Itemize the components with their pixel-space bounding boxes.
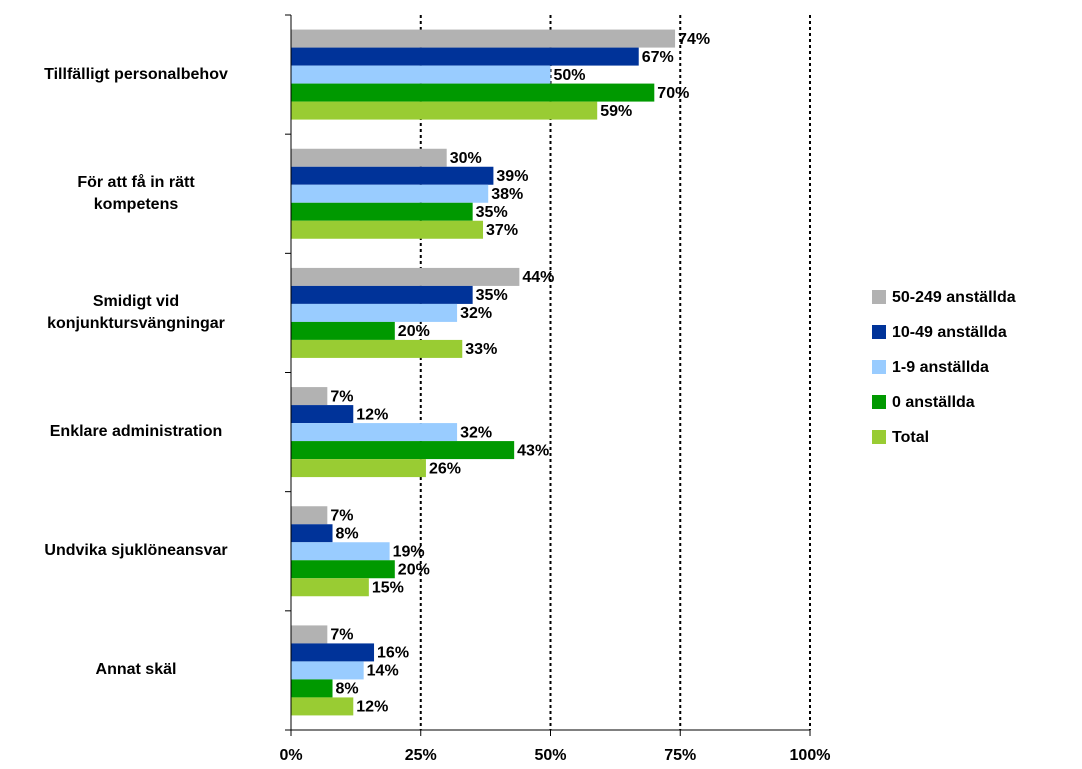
legend-swatch <box>872 325 886 339</box>
value-label: 14% <box>367 663 399 680</box>
x-tick-label: 75% <box>664 747 696 764</box>
bar <box>291 697 354 716</box>
bar <box>291 303 458 322</box>
bar <box>291 405 354 424</box>
value-label: 39% <box>496 168 528 185</box>
bar <box>291 423 458 442</box>
x-tick-label: 0% <box>279 747 302 764</box>
bar <box>291 661 364 680</box>
bar <box>291 184 489 203</box>
legend-swatch <box>872 290 886 304</box>
bar <box>291 339 463 358</box>
value-label: 20% <box>398 323 430 340</box>
legend-label: Total <box>892 429 929 446</box>
value-label: 30% <box>450 150 482 167</box>
bar <box>291 625 328 644</box>
bar <box>291 459 426 478</box>
bar <box>291 65 551 84</box>
bar <box>291 101 598 120</box>
bar <box>291 47 639 66</box>
value-label: 12% <box>356 699 388 716</box>
value-label: 32% <box>460 424 492 441</box>
value-label: 19% <box>393 543 425 560</box>
value-label: 8% <box>336 681 359 698</box>
bar <box>291 285 473 304</box>
value-label: 44% <box>522 269 554 286</box>
y-tick-label: Undvika sjuklöneansvar <box>44 542 228 560</box>
y-tick-label: För att få in rätt kompetens <box>77 173 195 213</box>
value-label: 59% <box>600 103 632 120</box>
value-label: 35% <box>476 204 508 221</box>
bar <box>291 542 390 561</box>
bar <box>291 29 676 48</box>
value-label: 26% <box>429 460 461 477</box>
y-tick-label: Annat skäl <box>95 661 177 679</box>
bar <box>291 148 447 167</box>
value-label: 43% <box>517 442 549 459</box>
legend-swatch <box>872 360 886 374</box>
value-label: 33% <box>465 341 497 358</box>
legend-label: 0 anställda <box>892 394 975 411</box>
x-tick-label: 25% <box>405 747 437 764</box>
value-label: 20% <box>398 561 430 578</box>
bar <box>291 387 328 406</box>
bar <box>291 83 655 102</box>
value-label: 7% <box>330 388 353 405</box>
x-tick-label: 100% <box>790 747 831 764</box>
value-label: 7% <box>330 507 353 524</box>
value-label: 74% <box>678 31 710 48</box>
bar <box>291 643 375 662</box>
legend-label: 50-249 anställda <box>892 289 1016 306</box>
value-label: 50% <box>554 67 586 84</box>
legend-swatch <box>872 430 886 444</box>
value-label: 38% <box>491 186 523 203</box>
x-tick-label: 50% <box>534 747 566 764</box>
bar <box>291 578 369 597</box>
value-label: 35% <box>476 287 508 304</box>
legend-label: 10-49 anställda <box>892 324 1007 341</box>
y-tick-label: Smidigt vid konjunktursvängningar <box>47 292 225 332</box>
bar <box>291 220 484 239</box>
value-label: 37% <box>486 222 518 239</box>
value-label: 70% <box>657 85 689 102</box>
value-label: 7% <box>330 627 353 644</box>
legend-label: 1-9 anställda <box>892 359 989 376</box>
value-label: 15% <box>372 579 404 596</box>
value-label: 16% <box>377 645 409 662</box>
bar <box>291 441 515 460</box>
value-label: 32% <box>460 305 492 322</box>
bar <box>291 321 395 340</box>
value-label: 8% <box>336 525 359 542</box>
bar <box>291 202 473 221</box>
y-tick-label: Enklare administration <box>49 423 223 441</box>
value-label: 12% <box>356 406 388 423</box>
bar <box>291 166 494 185</box>
bar <box>291 560 395 579</box>
bar <box>291 267 520 286</box>
value-label: 67% <box>642 49 674 66</box>
bar <box>291 679 333 698</box>
y-tick-label: Tillfälligt personalbehov <box>44 65 228 83</box>
bar <box>291 506 328 525</box>
bar <box>291 524 333 543</box>
legend-swatch <box>872 395 886 409</box>
